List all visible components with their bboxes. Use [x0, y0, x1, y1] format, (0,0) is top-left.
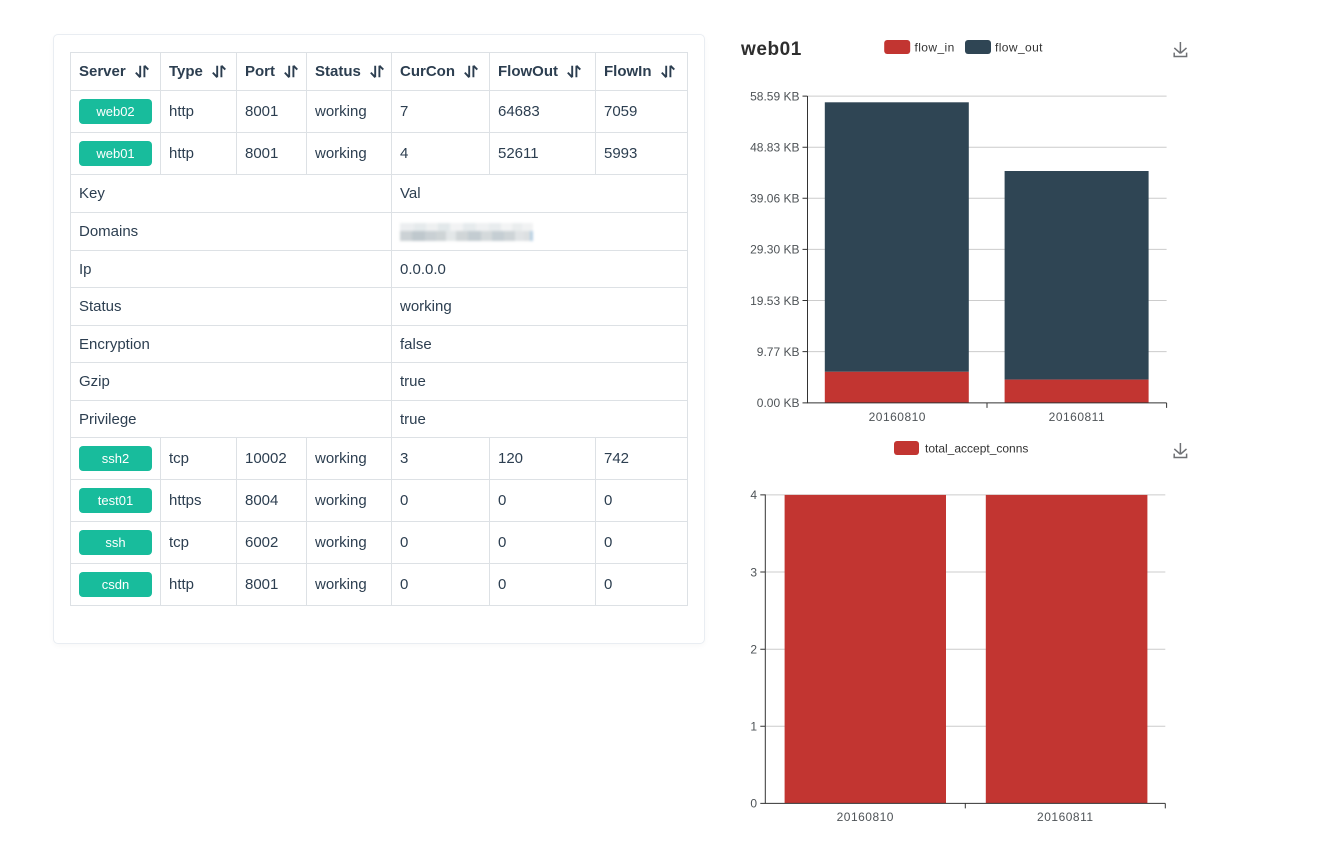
svg-text:total_accept_conns: total_accept_conns	[925, 442, 1028, 456]
svg-text:58.59 KB: 58.59 KB	[750, 89, 799, 103]
svg-text:1: 1	[750, 720, 757, 734]
svg-text:flow_out: flow_out	[995, 41, 1043, 55]
svg-text:39.06 KB: 39.06 KB	[750, 192, 799, 206]
svg-text:20160811: 20160811	[1049, 410, 1106, 424]
svg-text:29.30 KB: 29.30 KB	[750, 243, 799, 257]
svg-text:9.77 KB: 9.77 KB	[757, 345, 800, 359]
svg-text:3: 3	[750, 565, 757, 579]
svg-text:flow_in: flow_in	[915, 41, 955, 55]
svg-text:19.53 KB: 19.53 KB	[750, 294, 799, 308]
svg-text:0.00 KB: 0.00 KB	[757, 396, 800, 410]
svg-text:20160810: 20160810	[837, 810, 894, 824]
svg-text:web01: web01	[740, 39, 802, 60]
svg-text:20160811: 20160811	[1037, 810, 1094, 824]
svg-text:20160810: 20160810	[869, 410, 926, 424]
svg-text:4: 4	[750, 488, 757, 502]
svg-text:2: 2	[750, 643, 757, 657]
svg-text:0: 0	[750, 797, 757, 811]
svg-text:48.83 KB: 48.83 KB	[750, 141, 799, 155]
